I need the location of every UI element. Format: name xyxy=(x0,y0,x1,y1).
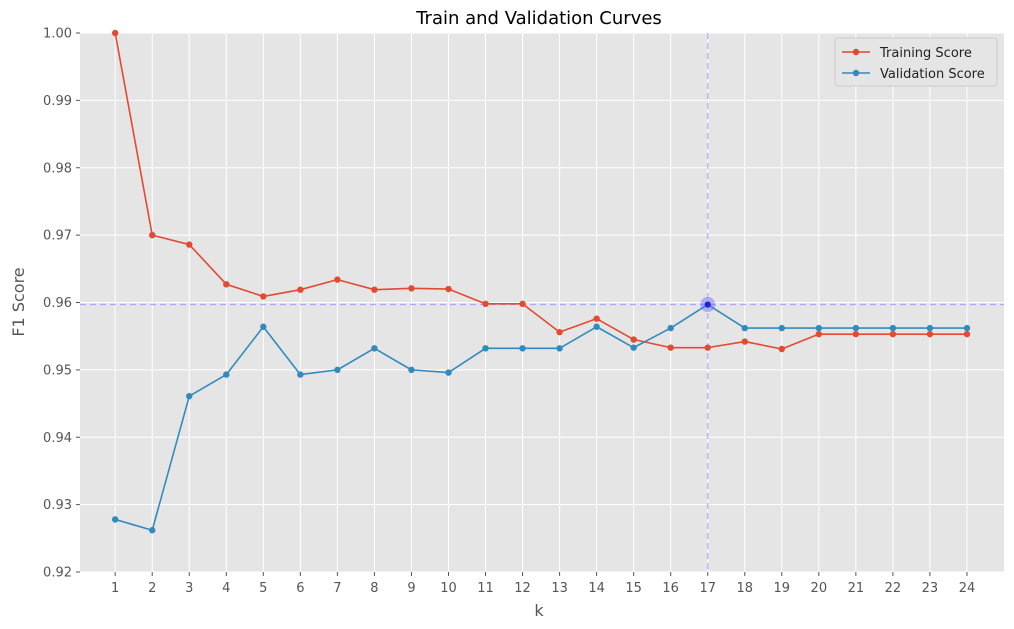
validation-point xyxy=(445,369,452,376)
x-tick-label: 9 xyxy=(407,581,415,596)
y-tick-label: 1.00 xyxy=(43,27,72,42)
x-tick-label: 23 xyxy=(922,581,939,596)
x-tick-label: 13 xyxy=(551,581,568,596)
validation-point xyxy=(630,344,637,351)
training-point xyxy=(741,338,748,345)
training-point xyxy=(260,293,267,300)
training-point xyxy=(667,344,674,351)
training-point xyxy=(926,330,934,338)
validation-line xyxy=(114,303,967,532)
validation-point xyxy=(111,516,119,523)
x-axis-ticks: 1 2 3 4 5 6 7 8 9 10 11 12 13 14 15 16 17 18 19 20 21 22 23 24 xyxy=(111,572,975,596)
x-tick-label: 21 xyxy=(848,581,865,596)
x-tick-label: 12 xyxy=(514,581,531,596)
training-point xyxy=(149,231,156,239)
y-tick-label: 0.98 xyxy=(43,161,72,176)
validation-point xyxy=(186,392,193,400)
validation-point xyxy=(778,324,785,332)
validation-point xyxy=(815,324,823,332)
training-line xyxy=(114,32,967,350)
validation-point xyxy=(260,323,267,330)
validation-point xyxy=(593,323,600,330)
training-point xyxy=(963,330,971,338)
x-tick-label: 5 xyxy=(259,581,267,596)
validation-point xyxy=(519,345,526,352)
x-tick-label: 10 xyxy=(440,581,457,596)
legend: Training Score Validation Score xyxy=(834,37,998,87)
validation-point xyxy=(223,371,230,378)
x-tick-label: 6 xyxy=(296,581,304,596)
validation-point xyxy=(852,324,860,332)
training-point xyxy=(889,330,897,338)
x-tick-label: 18 xyxy=(736,581,753,596)
legend-label-training: Training Score xyxy=(879,46,972,61)
x-tick-label: 1 xyxy=(111,581,119,596)
x-tick-label: 19 xyxy=(774,581,791,596)
training-point xyxy=(334,276,341,283)
x-tick-label: 7 xyxy=(333,581,341,596)
training-point xyxy=(223,281,230,288)
y-tick-label: 0.99 xyxy=(43,94,72,109)
training-point xyxy=(445,285,452,293)
validation-point xyxy=(297,371,304,378)
y-tick-label: 0.94 xyxy=(43,431,72,446)
training-point xyxy=(519,300,526,308)
x-axis-label: k xyxy=(534,601,544,620)
training-point xyxy=(482,300,489,308)
y-axis-ticks: 0.92 0.93 0.94 0.95 0.96 0.97 0.98 0.99 1.00 xyxy=(43,27,80,581)
y-axis-label: F1 Score xyxy=(9,267,28,336)
legend-marker-training xyxy=(852,48,860,56)
x-tick-label: 3 xyxy=(185,581,193,596)
training-point xyxy=(297,286,304,293)
training-point xyxy=(111,29,119,37)
best-point-center xyxy=(704,301,711,308)
validation-point xyxy=(482,345,489,352)
x-tick-label: 20 xyxy=(811,581,828,596)
training-point xyxy=(593,315,600,322)
validation-point xyxy=(149,527,156,534)
y-tick-label: 0.97 xyxy=(43,229,72,244)
chart-title: Train and Validation Curves xyxy=(415,8,662,29)
training-point xyxy=(371,286,378,293)
x-tick-label: 16 xyxy=(662,581,679,596)
x-tick-label: 17 xyxy=(699,581,716,596)
training-point xyxy=(704,344,711,351)
y-tick-label: 0.93 xyxy=(43,498,72,513)
x-tick-label: 11 xyxy=(477,581,494,596)
validation-point xyxy=(741,324,748,332)
legend-label-validation: Validation Score xyxy=(880,67,985,82)
validation-point xyxy=(556,345,563,352)
x-tick-label: 8 xyxy=(370,581,378,596)
validation-point xyxy=(889,324,897,332)
y-tick-label: 0.92 xyxy=(43,566,72,581)
x-tick-label: 4 xyxy=(222,581,230,596)
training-point xyxy=(778,345,785,353)
best-k-reference-lines xyxy=(80,33,1004,572)
series-layer xyxy=(111,29,971,534)
training-point xyxy=(408,285,415,292)
training-point xyxy=(556,328,563,336)
validation-point xyxy=(963,324,971,332)
x-tick-label: 22 xyxy=(885,581,902,596)
x-tick-label: 14 xyxy=(588,581,605,596)
legend-marker-validation xyxy=(852,69,860,77)
x-tick-label: 24 xyxy=(959,581,976,596)
x-tick-label: 2 xyxy=(148,581,156,596)
y-tick-label: 0.95 xyxy=(43,363,72,378)
y-tick-label: 0.96 xyxy=(43,296,72,311)
validation-point xyxy=(408,366,415,374)
validation-point xyxy=(371,345,378,352)
training-point xyxy=(630,336,637,343)
validation-point xyxy=(334,366,341,374)
training-point xyxy=(815,330,823,338)
validation-point xyxy=(926,324,934,332)
validation-point xyxy=(667,324,674,332)
x-tick-label: 15 xyxy=(625,581,642,596)
training-point xyxy=(186,241,193,248)
legend-box xyxy=(834,37,998,87)
training-point xyxy=(852,330,860,338)
